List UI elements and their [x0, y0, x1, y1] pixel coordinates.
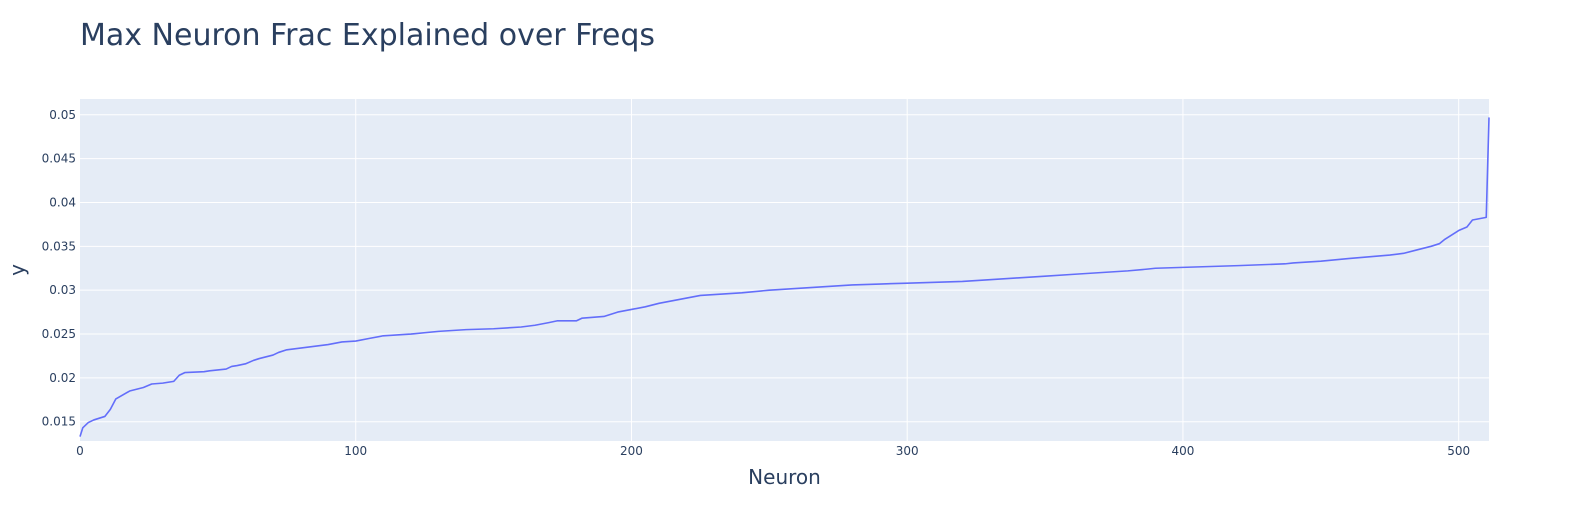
- y-tick-label: 0.04: [49, 195, 76, 209]
- series-line: [79, 117, 1490, 437]
- x-tick-label: 500: [1447, 444, 1470, 458]
- y-tick-label: 0.035: [42, 239, 76, 253]
- y-axis-title: y: [5, 264, 29, 276]
- chart-title: Max Neuron Frac Explained over Freqs: [80, 18, 656, 53]
- y-tick-label: 0.025: [42, 327, 76, 341]
- y-tick-label: 0.015: [42, 415, 76, 429]
- tick-labels: 0.015 0.02 0.025 0.03 0.035 0.04 0.045 0.05 0 100…: [42, 108, 1470, 458]
- x-tick-label: 400: [1171, 444, 1194, 458]
- series-layer: [79, 117, 1490, 437]
- x-tick-label: 300: [896, 444, 919, 458]
- y-tick-label: 0.03: [49, 283, 76, 297]
- x-tick-label: 0: [76, 444, 84, 458]
- y-tick-label: 0.02: [49, 371, 76, 385]
- grid-lines: [80, 99, 1489, 441]
- y-tick-label: 0.045: [42, 152, 76, 166]
- x-axis-title: Neuron: [748, 465, 821, 489]
- y-tick-label: 0.05: [49, 108, 76, 122]
- x-tick-label: 200: [620, 444, 643, 458]
- x-tick-label: 100: [344, 444, 367, 458]
- plot-background: [80, 99, 1489, 441]
